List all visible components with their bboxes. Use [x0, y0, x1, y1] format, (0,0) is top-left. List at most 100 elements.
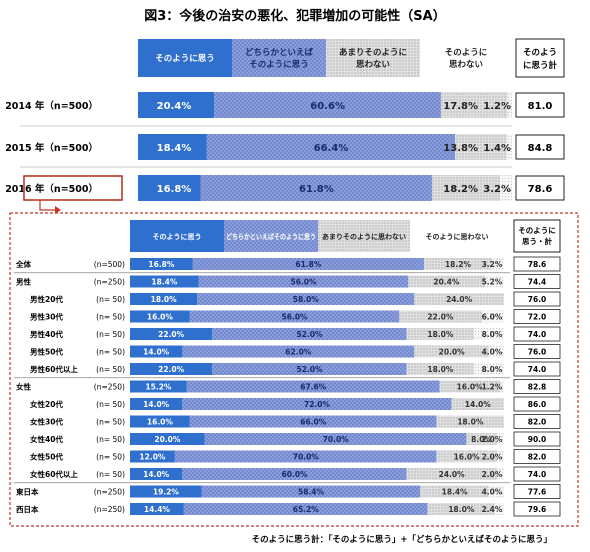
- total-value: 84.8: [528, 143, 553, 154]
- total-value: 86.0: [528, 400, 547, 409]
- bar-row: 女性60代以上 (n= 50) 14.0% 60.0% 24.0% 2.0% 74.0: [30, 466, 561, 482]
- bar-segment: [451, 398, 504, 410]
- row-n: (n= 50): [96, 470, 125, 479]
- total-box: [513, 431, 561, 447]
- total-value: 81.0: [528, 101, 553, 112]
- data-label: 58.4%: [298, 488, 325, 497]
- row-n: (n= 50): [96, 330, 125, 339]
- data-label: 22.0%: [158, 365, 185, 374]
- total-box: [513, 274, 561, 289]
- legend-label-line: 思わない: [449, 60, 483, 70]
- bar-segment: [506, 134, 512, 160]
- bar-segment: [130, 433, 205, 445]
- total-header: そのように思う計: [523, 48, 558, 71]
- total-header-line: 思う・計: [522, 236, 552, 246]
- data-label: 18.4%: [157, 143, 192, 154]
- bar-segment: [130, 415, 190, 428]
- data-label: 70.0%: [323, 435, 350, 444]
- bar-segment: [439, 380, 500, 393]
- total-value: 74.0: [528, 470, 547, 479]
- bar-segment: [406, 363, 475, 375]
- bar-row: 男性40代 (n= 50) 22.0% 52.0% 18.0% 8.0% 74.0: [30, 326, 561, 342]
- bar-segment: [130, 398, 183, 410]
- bar-segment: [427, 503, 496, 515]
- data-label: 5.2%: [482, 278, 503, 287]
- bar-segment: [495, 503, 504, 515]
- total-box: [513, 326, 561, 342]
- legend-label: そのように思う: [155, 54, 215, 64]
- data-label: 14.0%: [465, 400, 492, 409]
- row-n: (n= 50): [96, 418, 125, 427]
- data-label: 4.0%: [482, 348, 503, 357]
- bar-segment: [206, 134, 456, 160]
- legend-swatch-2: [318, 220, 410, 252]
- total-value: 76.0: [528, 348, 547, 357]
- data-label: 66.4%: [314, 143, 349, 154]
- bar-segment: [455, 134, 507, 160]
- bar-segment: [138, 92, 215, 118]
- data-label: 16.8%: [157, 184, 192, 195]
- data-label: 2.4%: [482, 505, 503, 514]
- legend-swatch-1: [224, 220, 318, 252]
- data-label: 20.0%: [439, 348, 466, 357]
- legend-swatch-2: [326, 39, 420, 77]
- row-n: (n=250): [94, 383, 125, 392]
- total-header: そのように思う・計: [518, 226, 556, 246]
- data-label: 18.4%: [442, 488, 469, 497]
- total-box: [515, 134, 565, 160]
- legend-swatch-0: [138, 39, 232, 77]
- bar-segment: [200, 175, 432, 201]
- bar-segment: [182, 468, 407, 480]
- data-label: 65.2%: [293, 505, 320, 514]
- legend-swatch-1: [232, 39, 326, 77]
- data-label: 2.0%: [482, 453, 503, 462]
- row-label: 男性60代以上: [30, 364, 78, 374]
- bar-segment: [496, 450, 504, 463]
- legend-label-line: あまりそのように: [339, 48, 407, 58]
- data-label: 4.0%: [482, 488, 503, 497]
- total-box: [513, 361, 561, 377]
- legend-label: あまりそのように思わない: [339, 48, 407, 70]
- total-box: [513, 484, 561, 499]
- legend-label-line: そのように思う: [249, 60, 309, 70]
- data-label: 2.0%: [482, 470, 503, 479]
- bar-segment: [466, 433, 497, 445]
- data-label: 18.0%: [448, 505, 475, 514]
- bar-segment: [138, 175, 201, 201]
- row-n: (n= 50): [96, 348, 125, 357]
- total-box: [513, 396, 561, 412]
- bar-segment: [481, 310, 504, 323]
- data-label: 6.0%: [482, 313, 503, 322]
- row-label: 女性50代: [30, 452, 63, 462]
- data-label: 61.8%: [299, 184, 334, 195]
- row-label: 女性60代以上: [30, 469, 78, 479]
- bar-segment: [189, 310, 400, 323]
- data-label: 16.0%: [454, 453, 481, 462]
- total-value: 74.0: [528, 365, 547, 374]
- data-label: 52.0%: [297, 330, 324, 339]
- bar-segment: [496, 468, 504, 480]
- data-label: 18.0%: [427, 365, 454, 374]
- total-box: [513, 344, 561, 359]
- bar-segment: [507, 92, 512, 118]
- data-label: 1.2%: [483, 101, 511, 112]
- total-header-line: そのよう: [523, 48, 557, 58]
- chart-title: 図3：今後の治安の悪化、犯罪増加の可能性（SA）: [144, 8, 445, 24]
- legend-label-line: そのように: [445, 48, 488, 58]
- data-label: 52.0%: [297, 365, 324, 374]
- legend-swatch-3: [410, 220, 504, 252]
- legend-label: そのように思わない: [445, 48, 488, 70]
- row-n: (n= 50): [96, 435, 125, 444]
- bar-segment: [500, 175, 512, 201]
- bar-segment: [212, 363, 407, 375]
- total-value: 79.6: [528, 505, 547, 514]
- bar-segment: [431, 175, 501, 201]
- total-value: 76.0: [528, 295, 547, 304]
- bar-segment: [406, 468, 497, 480]
- bar-segment: [130, 503, 184, 515]
- data-label: 1.4%: [483, 143, 511, 154]
- row-label: 東日本: [16, 487, 39, 497]
- bar-row: 2016 年（n=500） 16.8% 61.8% 18.2% 3.2% 78.6: [5, 175, 565, 201]
